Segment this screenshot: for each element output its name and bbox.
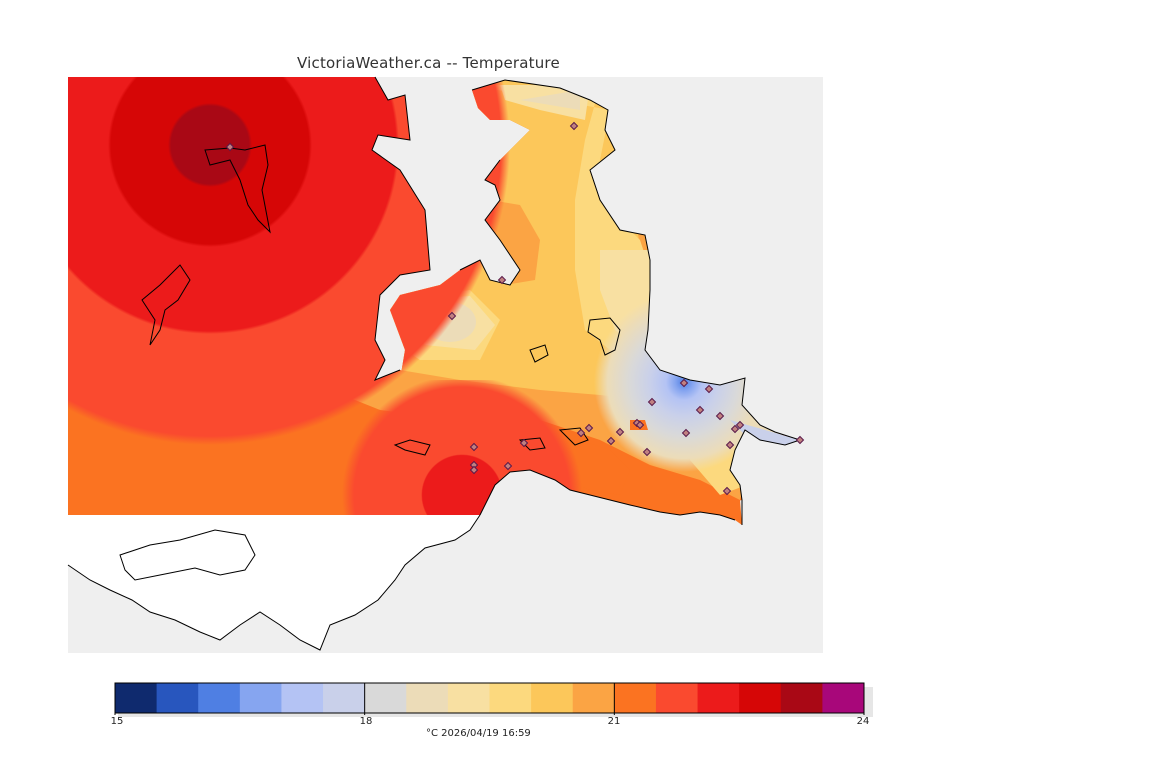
legend-swatch	[697, 683, 740, 713]
legend-swatch	[739, 683, 782, 713]
station-marker[interactable]	[606, 436, 616, 446]
station-marker[interactable]	[730, 424, 740, 434]
legend-swatch	[364, 683, 407, 713]
station-marker[interactable]	[795, 435, 805, 445]
legend-swatch	[531, 683, 574, 713]
legend-swatch	[489, 683, 532, 713]
station-marker[interactable]	[735, 420, 745, 430]
no-data-land	[68, 515, 480, 650]
legend-swatch	[156, 683, 199, 713]
station-marker[interactable]	[569, 121, 579, 131]
station-marker[interactable]	[584, 423, 594, 433]
station-marker[interactable]	[615, 427, 625, 437]
station-marker[interactable]	[469, 442, 479, 452]
legend-swatch	[281, 683, 324, 713]
legend-tick-21: 21	[607, 716, 621, 727]
legend-swatch	[115, 683, 158, 713]
legend-swatch	[323, 683, 366, 713]
legend-swatch	[614, 683, 657, 713]
legend-units-timestamp: °C 2026/04/19 16:59	[426, 728, 531, 739]
legend-swatch	[655, 683, 699, 713]
legend-swatch	[822, 683, 865, 713]
legend-tick-24: 24	[856, 716, 870, 727]
map-title: VictoriaWeather.ca -- Temperature	[297, 54, 560, 72]
station-marker[interactable]	[635, 420, 645, 430]
legend-tick-15: 15	[110, 716, 124, 727]
station-marker[interactable]	[642, 447, 652, 457]
station-marker[interactable]	[503, 461, 513, 471]
station-marker[interactable]	[722, 486, 732, 496]
legend-swatch	[406, 683, 449, 713]
station-marker[interactable]	[519, 438, 529, 448]
station-marker[interactable]	[469, 465, 479, 475]
legend-swatch	[780, 683, 823, 713]
weather-stations[interactable]	[225, 121, 805, 496]
station-marker[interactable]	[679, 378, 689, 388]
station-marker[interactable]	[715, 411, 725, 421]
station-marker[interactable]	[497, 275, 507, 285]
station-marker[interactable]	[447, 311, 457, 321]
station-marker[interactable]	[695, 405, 705, 415]
station-marker[interactable]	[576, 428, 586, 438]
station-marker[interactable]	[704, 384, 714, 394]
station-marker[interactable]	[225, 142, 235, 152]
legend-swatch	[239, 683, 282, 713]
station-marker[interactable]	[647, 397, 657, 407]
legend-swatch	[447, 683, 490, 713]
legend-tick-18: 18	[359, 716, 373, 727]
legend-swatch	[572, 683, 615, 713]
station-marker[interactable]	[681, 428, 691, 438]
coastlines	[67, 76, 802, 651]
legend-swatch	[198, 683, 241, 713]
station-marker[interactable]	[725, 440, 735, 450]
